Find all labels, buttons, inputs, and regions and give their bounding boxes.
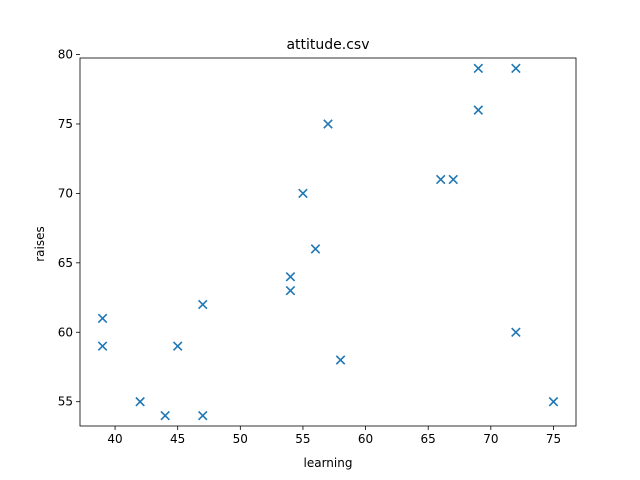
data-point [323,119,333,129]
data-point [197,299,208,310]
data-point [448,174,459,185]
data-point [97,313,108,324]
y-axis-label: raises [33,226,47,262]
data-point [473,105,484,115]
axes-frame [79,57,577,427]
data-point [172,341,183,351]
chart-title: attitude.csv [286,37,369,53]
x-tick-label: 50 [233,432,248,446]
data-point [135,396,145,407]
data-point [548,396,559,407]
x-tick-label: 65 [421,432,436,446]
data-point [285,271,296,282]
y-tick-label: 70 [58,186,73,200]
data-point [310,244,321,254]
data-point [298,188,308,199]
data-point [435,174,446,185]
y-tick-label: 60 [58,325,73,339]
x-tick-label: 55 [295,432,310,446]
y-tick-label: 55 [58,395,73,409]
x-tick-label: 40 [107,432,122,446]
data-point [285,285,296,296]
y-tick-label: 75 [58,117,73,131]
data-point [335,355,346,365]
x-axis-label: learning [304,456,353,470]
x-tick-label: 60 [358,432,373,446]
x-tick-label: 75 [546,432,561,446]
y-tick-label: 80 [58,48,73,62]
data-point [97,341,108,351]
y-tick-label: 65 [58,256,73,270]
data-point [511,63,521,74]
data-point [197,410,208,421]
x-tick-label: 70 [483,432,498,446]
data-point [160,410,170,421]
x-tick-label: 45 [170,432,185,446]
plot-area: 40 45 50 55 60 65 70 75 55 60 65 70 75 80 [58,48,577,446]
data-point [473,63,484,74]
data-point [511,327,521,338]
